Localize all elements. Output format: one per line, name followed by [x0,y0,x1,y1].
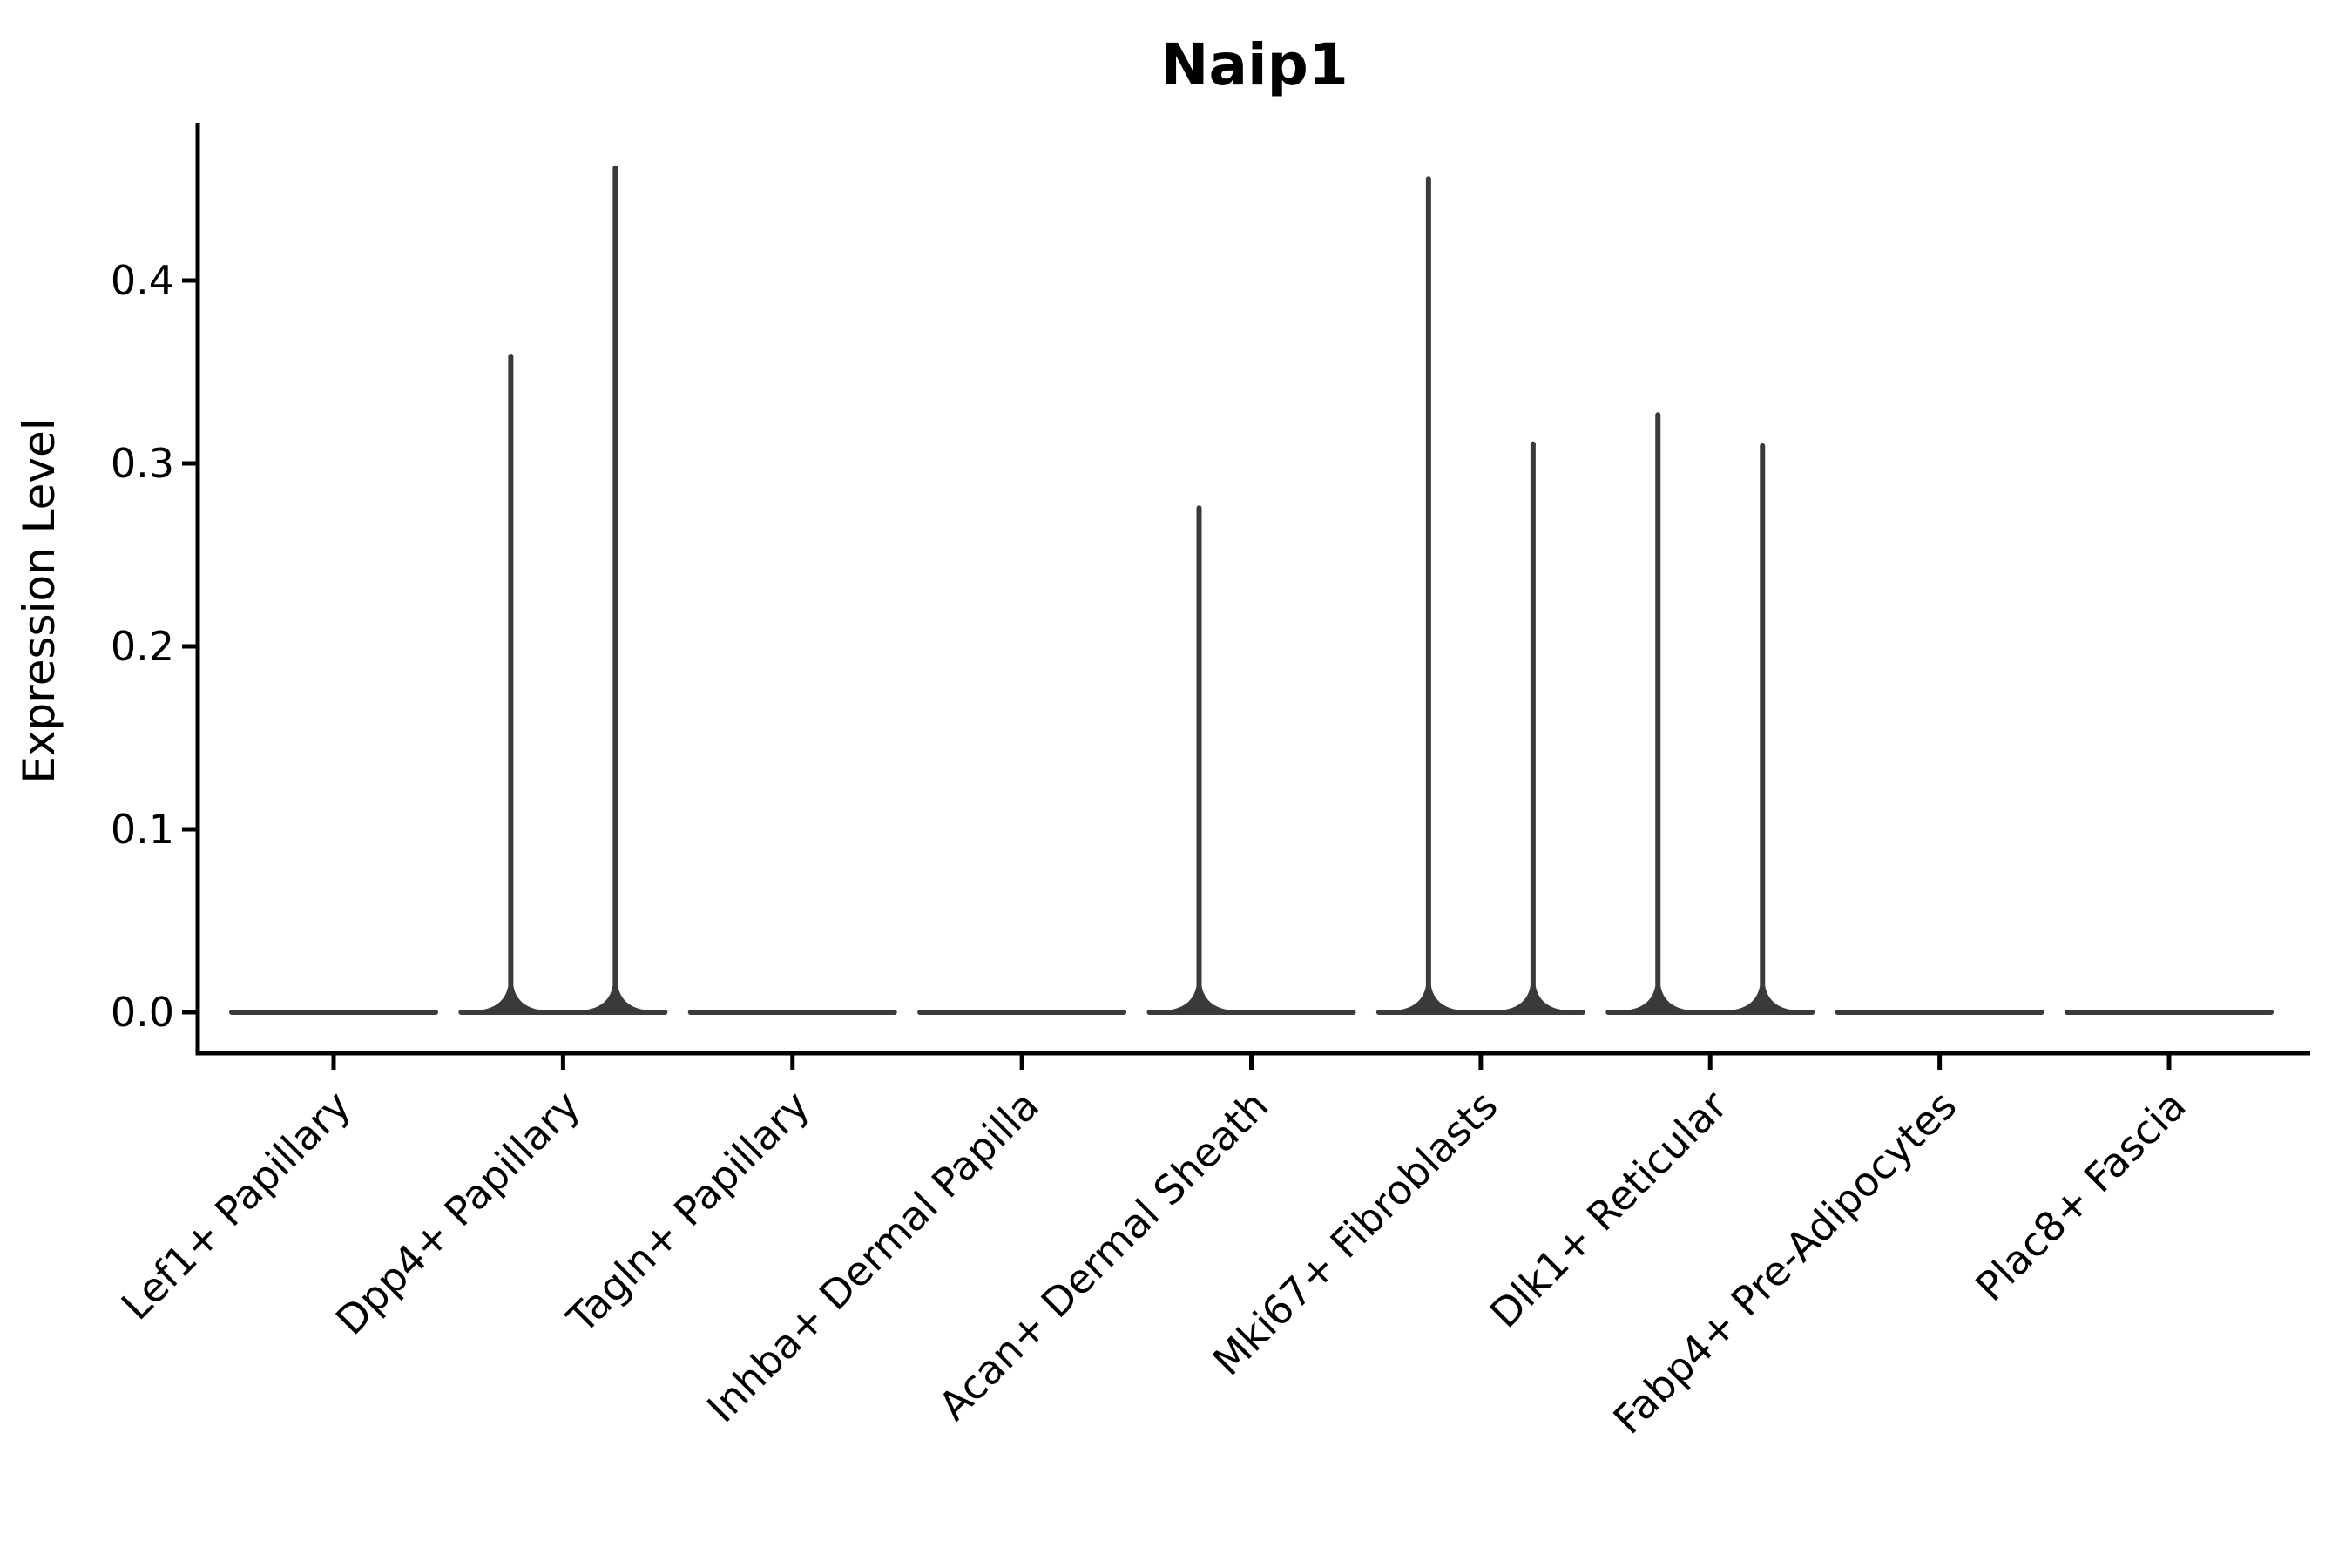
x-tick-label: Lef1+ Papillary [112,1082,360,1329]
violins-layer [229,165,2274,1015]
x-tick-label: Plac8+ Fascia [1966,1082,2194,1310]
x-tick-label: Dpp4+ Papillary [327,1082,589,1344]
y-tick-label: 0.1 [111,806,174,853]
x-tick-label: Tagln+ Papillary [558,1082,819,1343]
y-tick-label: 0.3 [111,440,174,487]
x-tick-label: Dlk1+ Reticular [1481,1082,1736,1337]
y-tick-label: 0.2 [111,623,174,670]
y-tick-label: 0.0 [111,989,174,1036]
y-tick-label: 0.4 [111,257,174,304]
y-axis-label: Expression Level [14,418,64,783]
chart-title: Naip1 [1160,31,1348,98]
